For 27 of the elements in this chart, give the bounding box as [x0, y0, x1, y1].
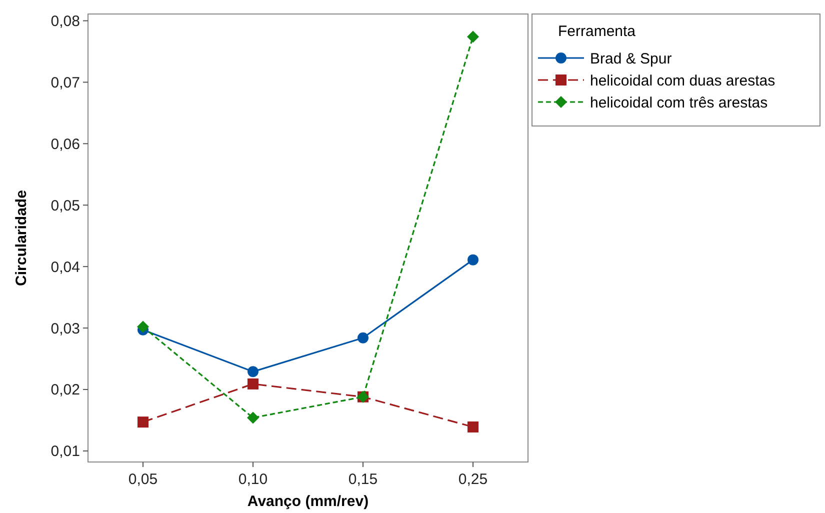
y-tick-label: 0,07 — [50, 74, 80, 92]
point — [358, 332, 368, 344]
point — [468, 421, 478, 432]
point — [137, 320, 149, 333]
y-tick-label: 0,04 — [50, 258, 80, 276]
point — [467, 30, 479, 43]
point — [138, 416, 148, 428]
y-tick-label: 0,08 — [50, 13, 80, 30]
y-tick-label: 0,02 — [50, 382, 80, 399]
point — [468, 254, 478, 266]
legend-title: Ferramenta — [558, 23, 636, 40]
legend-label: helicoidal com três arestas — [590, 94, 768, 112]
x-tick-label: 0,10 — [238, 471, 268, 488]
y-tick-label: 0,06 — [50, 136, 80, 153]
y-tick-label: 0,03 — [50, 320, 80, 338]
x-tick-label: 0,05 — [128, 471, 158, 488]
point — [247, 412, 259, 424]
legend-label: helicoidal com duas arestas — [590, 72, 776, 90]
y-axis-title: Circularidade — [13, 190, 30, 286]
x-axis-title: Avanço (mm/rev) — [247, 493, 369, 510]
point — [248, 366, 258, 378]
y-tick-label: 0,01 — [50, 443, 80, 460]
x-tick-label: 0,25 — [458, 471, 488, 488]
point — [248, 378, 258, 390]
x-tick-label: 0,15 — [348, 471, 378, 488]
legend-label: Brad & Spur — [590, 50, 672, 68]
y-tick-label: 0,05 — [50, 197, 80, 214]
